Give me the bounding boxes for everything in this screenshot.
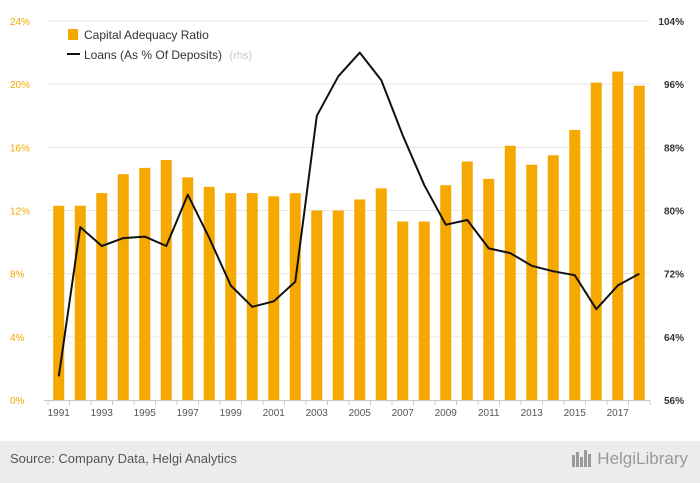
bar [53, 205, 65, 400]
x-tick-label: 1997 [177, 408, 200, 419]
bar [203, 186, 215, 400]
x-tick-label: 2001 [263, 408, 286, 419]
bar [569, 129, 581, 400]
y-right-tick-label: 88% [664, 143, 684, 154]
x-tick-label: 2015 [564, 408, 587, 419]
bar [332, 210, 344, 400]
bar [225, 193, 237, 400]
y-right-tick-label: 72% [664, 270, 684, 281]
y-left-tick-label: 24% [10, 17, 30, 28]
bar [182, 177, 194, 400]
y-right-tick-label: 56% [664, 396, 684, 407]
x-tick-label: 2013 [521, 408, 544, 419]
y-right-tick-label: 96% [664, 80, 684, 91]
bar [633, 85, 645, 400]
bar [268, 196, 280, 400]
bar [375, 188, 387, 400]
bar-series-capital-adequacy-ratio [53, 71, 645, 401]
y-left-tick-label: 8% [10, 270, 25, 281]
y-left-tick-label: 20% [10, 80, 30, 91]
gridlines [48, 20, 650, 338]
bar [526, 164, 538, 400]
bar [504, 145, 516, 400]
bar [612, 71, 624, 401]
y-right-tick-label: 80% [664, 207, 684, 218]
bar [483, 178, 495, 400]
y-right-tick-label: 104% [658, 17, 684, 28]
legend-label-loans-name: Loans (As % Of Deposits) [84, 48, 222, 62]
bar [74, 205, 86, 400]
y-axis-left: 0% 4% 8% 12% 16% 20% 24% [10, 17, 30, 407]
bar [96, 193, 108, 400]
brand-logo: HelgiLibrary [571, 449, 688, 469]
x-tick-label: 1999 [220, 408, 243, 419]
x-tick-label: 1995 [134, 408, 157, 419]
chart: 0% 4% 8% 12% 16% 20% 24% 56% 64% 72% 80% 88% 96% 104… [10, 17, 684, 419]
bar [590, 82, 602, 401]
legend-swatch-bar [68, 29, 78, 40]
x-axis: 1991 1993 1995 1997 1999 2001 2003 2005 2007 2009… [44, 400, 651, 419]
legend-label-capital-adequacy-ratio: Capital Adequacy Ratio [84, 28, 209, 42]
x-tick-label: 1993 [91, 408, 114, 419]
x-tick-label: 2011 [478, 408, 500, 419]
x-tick-label: 2007 [392, 408, 415, 419]
x-tick-label: 2009 [435, 408, 458, 419]
source-note: Source: Company Data, Helgi Analytics [10, 451, 237, 466]
y-axis-right: 56% 64% 72% 80% 88% 96% 104% [658, 17, 684, 407]
bar [397, 221, 409, 400]
line-series-loans-to-deposits [57, 51, 640, 377]
x-tick-label: 2003 [306, 408, 329, 419]
bar [547, 155, 559, 400]
bar [461, 161, 473, 400]
bar [246, 193, 258, 400]
legend-label-loans: Loans (As % Of Deposits) (rhs) [84, 48, 252, 62]
brand-name: HelgiLibrary [597, 449, 688, 468]
x-tick-label: 1991 [48, 408, 71, 419]
line-path [57, 51, 640, 377]
y-left-tick-label: 4% [10, 333, 25, 344]
x-tick-label: 2017 [607, 408, 630, 419]
bar [117, 174, 129, 400]
bar [354, 199, 366, 400]
bar [311, 210, 323, 400]
bar [440, 185, 452, 400]
y-right-tick-label: 64% [664, 333, 684, 344]
x-tick-label: 2005 [349, 408, 372, 419]
bar [289, 193, 301, 400]
legend: Capital Adequacy Ratio Loans (As % Of De… [67, 28, 252, 62]
bar [160, 159, 172, 400]
bar [139, 167, 151, 400]
library-icon [572, 450, 592, 467]
legend-label-rhs: (rhs) [229, 50, 252, 62]
footer: Source: Company Data, Helgi Analytics He… [0, 441, 700, 483]
y-left-tick-label: 16% [10, 143, 30, 154]
bar [418, 221, 430, 400]
y-left-tick-label: 12% [10, 207, 30, 218]
y-left-tick-label: 0% [10, 396, 25, 407]
